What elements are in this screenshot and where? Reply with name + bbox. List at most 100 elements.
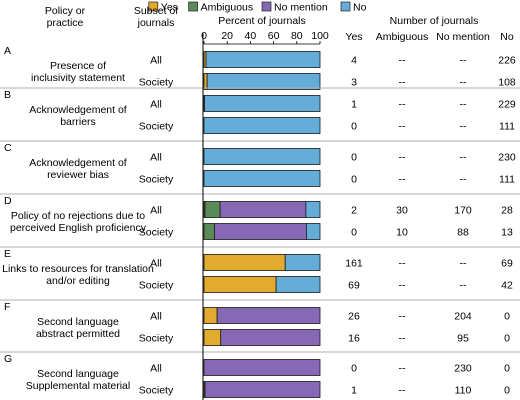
group-letter: E (4, 248, 11, 260)
header-percent: Percent of journals (218, 15, 306, 27)
subset-label: All (150, 205, 162, 217)
bar-segment-no (203, 170, 321, 187)
count-no: 0 (504, 385, 510, 397)
count-no-mention: -- (460, 121, 467, 133)
count-ambiguous: -- (399, 363, 406, 375)
count-no-mention: 204 (454, 311, 472, 323)
count-yes: 1 (351, 99, 357, 111)
bar-segment-no (206, 73, 321, 90)
group-d: D Policy of no rejections due toperceived… (0, 193, 520, 240)
count-no: 111 (499, 121, 515, 133)
policy-label-line: inclusivity statement (31, 72, 125, 84)
count-no: 69 (501, 258, 513, 270)
policy-label-line: reviewer bias (47, 169, 109, 181)
count-ambiguous: -- (399, 152, 406, 164)
count-no-mention: 95 (457, 333, 469, 345)
policy-label-line: barriers (60, 116, 96, 128)
bar-segment-no (306, 223, 321, 240)
subset-label: Society (139, 280, 174, 292)
bar-segment-no (205, 51, 321, 68)
bar-segment-yes (203, 73, 208, 90)
count-yes: 0 (351, 174, 357, 186)
count-ambiguous: -- (399, 121, 406, 133)
group-letter: C (4, 142, 12, 154)
header-subset-line-1: Subset of (134, 5, 178, 17)
count-yes: 0 (351, 363, 357, 375)
subset-label: Society (139, 174, 174, 186)
policy-label-line: and/or editing (46, 275, 110, 287)
header-policy-line-2: practice (47, 17, 84, 29)
legend-label-0: Yes (161, 2, 178, 14)
subset-label: Society (139, 227, 174, 239)
x-tick-label-3: 60 (268, 30, 280, 42)
count-no-mention: 110 (455, 385, 472, 397)
column-headers: Policy or practice Subset of journals Pe… (45, 5, 514, 43)
count-yes: 2 (351, 205, 357, 217)
group-letter: A (4, 45, 11, 57)
group-letter: G (4, 353, 12, 365)
policy-label-line: Acknowledgement of (29, 157, 127, 169)
legend: Yes Ambiguous No mention No (148, 1, 367, 14)
bar-segment-no-mention (220, 329, 321, 346)
count-no: 108 (498, 77, 516, 89)
bar-segment-no-mention (216, 307, 321, 324)
policy-label-line: Second language (37, 368, 119, 380)
policy-label-line: Policy of no rejections due to (11, 210, 145, 222)
policy-label-line: Presence of (50, 60, 106, 72)
count-ambiguous: 30 (396, 205, 408, 217)
count-yes: 0 (351, 152, 357, 164)
bar-segment-no (204, 95, 321, 112)
count-ambiguous: -- (399, 55, 406, 67)
x-tick-label-1: 20 (221, 30, 233, 42)
count-no: 0 (504, 333, 510, 345)
count-yes: 4 (351, 55, 357, 67)
count-no: 111 (499, 174, 515, 186)
count-no-mention: 230 (454, 363, 472, 375)
header-yes: Yes (345, 31, 362, 43)
subset-label: All (150, 258, 162, 270)
group-letter: D (4, 195, 12, 207)
x-axis: 0 20 40 60 80 100 (201, 30, 329, 45)
count-no-mention: -- (460, 280, 467, 292)
count-ambiguous: -- (399, 99, 406, 111)
count-no: 0 (504, 363, 510, 375)
subset-label: Society (139, 333, 174, 345)
policy-label-line: Supplemental material (26, 380, 130, 392)
count-no-mention: -- (460, 174, 467, 186)
x-tick-label-4: 80 (291, 30, 303, 42)
policy-label-line: Second language (37, 316, 119, 328)
legend-swatch-2 (261, 1, 272, 12)
bar-segment-no-mention (214, 223, 307, 240)
count-no: 226 (498, 55, 516, 67)
header-no: No (500, 31, 514, 43)
legend-label-3: No (353, 2, 367, 14)
count-ambiguous: -- (399, 311, 406, 323)
bar-segment-no-mention (204, 381, 321, 398)
count-yes: 1 (351, 385, 357, 397)
count-ambiguous: -- (399, 333, 406, 345)
policy-label-line: abstract permitted (36, 328, 120, 340)
subset-label: All (150, 99, 162, 111)
count-no: 13 (501, 227, 513, 239)
bar-segment-no (203, 148, 321, 165)
subset-label: All (150, 311, 162, 323)
count-ambiguous: 10 (396, 227, 408, 239)
subset-label: All (150, 152, 162, 164)
bar-segment-yes (203, 329, 222, 346)
group-letter: F (4, 301, 10, 313)
bar-segment-no (203, 117, 321, 134)
group-letter: B (4, 89, 11, 101)
bar-segment-yes (203, 254, 286, 271)
x-tick-label-2: 40 (245, 30, 257, 42)
legend-label-1: Ambiguous (201, 2, 254, 14)
count-yes: 161 (345, 258, 363, 270)
count-ambiguous: -- (399, 77, 406, 89)
count-no-mention: -- (460, 77, 467, 89)
policy-label-line: perceived English proficiency (10, 222, 147, 234)
count-no: 229 (498, 99, 516, 111)
